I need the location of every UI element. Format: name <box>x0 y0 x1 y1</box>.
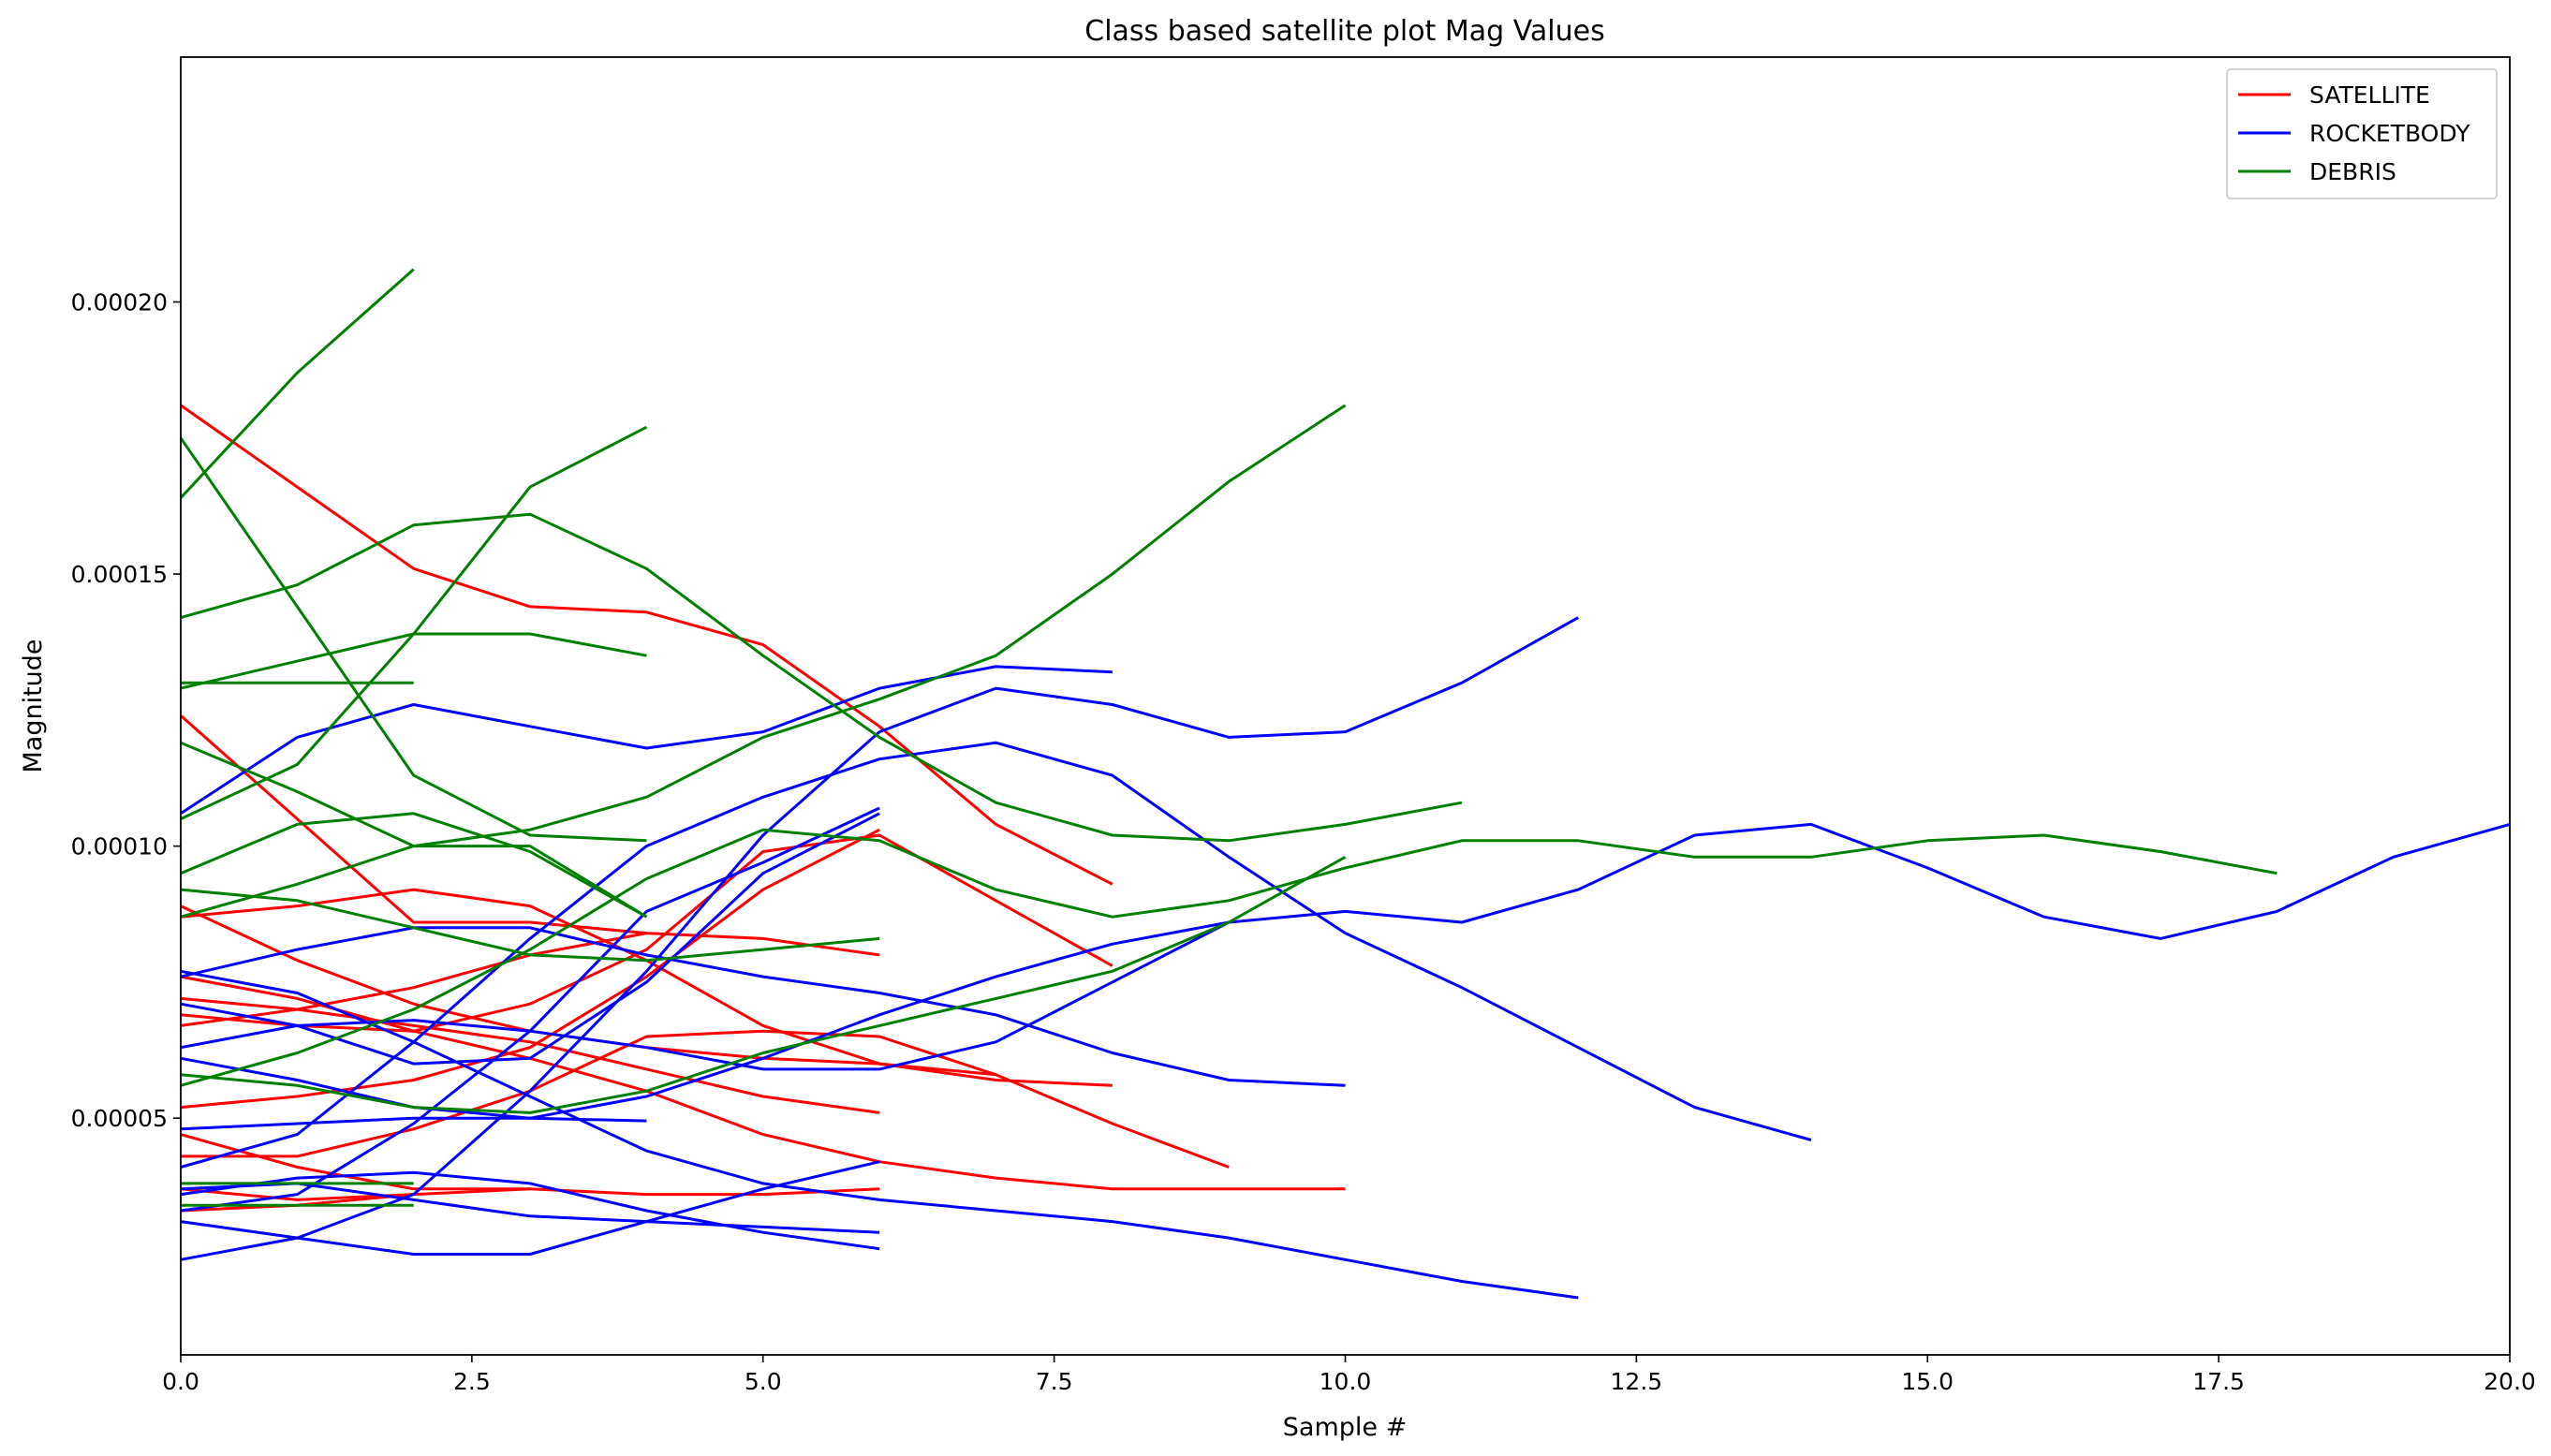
series-line-satellite-10 <box>180 932 647 1027</box>
y-axis-label: Magnitude <box>19 639 48 772</box>
y-tick-label: 0.00005 <box>71 1105 168 1132</box>
series-line-debris-37 <box>180 855 1347 1114</box>
series-line-satellite-8 <box>181 1029 996 1158</box>
series-line-rocketbody-23 <box>180 1182 880 1234</box>
series-line-debris-32 <box>180 425 648 820</box>
series-line-satellite-12 <box>180 1187 414 1201</box>
x-tick-label: 0.0 <box>162 1368 199 1395</box>
series-line-satellite-4 <box>180 975 1346 1191</box>
series-line-rocketbody-13 <box>180 665 1113 816</box>
x-tick-label: 12.5 <box>1611 1368 1663 1395</box>
series-line-debris-28 <box>180 512 1463 843</box>
series-line-debris-30 <box>180 632 647 690</box>
series-line-satellite-6 <box>180 833 1113 1033</box>
series-line-debris-26 <box>179 268 415 499</box>
series-line-satellite-7 <box>180 828 880 1110</box>
series-line-satellite-2 <box>180 888 1113 1087</box>
y-axis-ticks: 0.00005 0.00010 0.00015 0.00020 <box>71 289 181 1132</box>
series-line-debris-35 <box>180 888 880 963</box>
x-axis-ticks: 0.0 2.5 5.0 7.5 10.0 12.5 15.0 17.5 20.0 <box>162 1355 2536 1395</box>
legend-label-satellite: SATELLITE <box>2309 81 2430 109</box>
series-line-debris-33 <box>180 812 648 919</box>
series-line-rocketbody-16 <box>180 926 1346 1087</box>
x-tick-label: 5.0 <box>745 1368 782 1395</box>
series-line-satellite-1 <box>180 714 880 957</box>
legend-box <box>2226 68 2498 199</box>
x-tick-label: 20.0 <box>2484 1368 2536 1395</box>
legend: SATELLITE ROCKETBODY DEBRIS <box>2226 68 2498 199</box>
series-lines <box>179 268 2511 1300</box>
series-line-rocketbody-21 <box>180 616 1579 1261</box>
chart-title: Class based satellite plot Mag Values <box>1084 15 1604 48</box>
x-axis-label: Sample # <box>1283 1413 1407 1442</box>
series-line-rocketbody-15 <box>180 822 2511 1071</box>
series-line-satellite-11 <box>180 1187 531 1213</box>
series-line-debris-27 <box>179 436 647 843</box>
series-line-rocketbody-24 <box>180 806 880 1213</box>
x-tick-label: 2.5 <box>453 1368 491 1395</box>
x-tick-label: 7.5 <box>1036 1368 1073 1395</box>
series-line-rocketbody-25 <box>180 812 880 1066</box>
y-tick-label: 0.00010 <box>71 833 168 860</box>
x-tick-label: 17.5 <box>2192 1368 2245 1395</box>
series-line-satellite-3 <box>180 904 1230 1169</box>
x-tick-label: 15.0 <box>1901 1368 1954 1395</box>
x-tick-label: 10.0 <box>1320 1368 1372 1395</box>
legend-label-rocketbody: ROCKETBODY <box>2309 120 2470 147</box>
plot-frame <box>180 56 2511 1356</box>
series-line-rocketbody-22 <box>180 1170 880 1251</box>
y-tick-label: 0.00020 <box>71 289 168 316</box>
series-line-satellite-0 <box>180 404 1113 886</box>
series-line-rocketbody-19 <box>180 741 1812 1169</box>
series-line-debris-34 <box>180 404 1347 919</box>
series-line-debris-36 <box>180 828 2278 1087</box>
legend-label-debris: DEBRIS <box>2309 158 2396 185</box>
series-line-rocketbody-18 <box>180 920 1230 1131</box>
y-tick-label: 0.00015 <box>71 561 168 588</box>
